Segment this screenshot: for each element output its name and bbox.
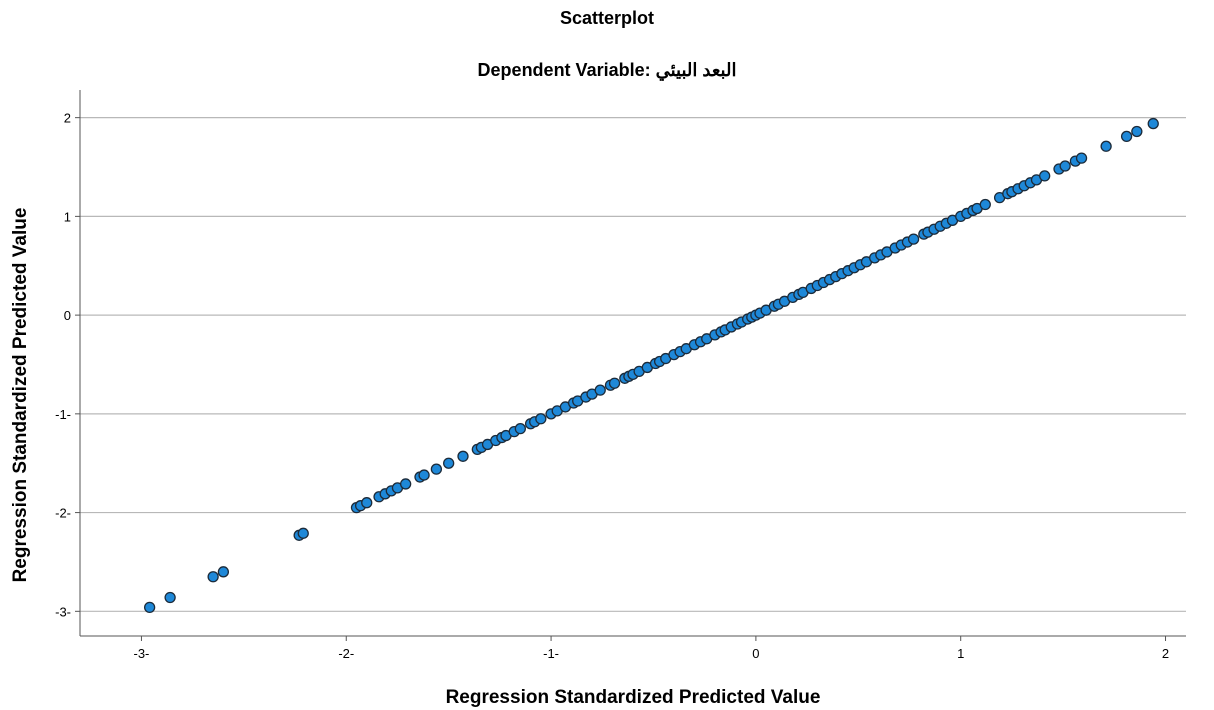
y-tick-label: 0 — [64, 308, 71, 323]
data-point — [297, 527, 309, 539]
data-point — [207, 571, 219, 583]
y-tick-label: 1 — [64, 209, 71, 224]
data-point — [217, 566, 230, 578]
data-point — [608, 377, 621, 389]
data-point — [514, 423, 527, 435]
grid-lines — [75, 117, 1186, 641]
y-tick-label: -2- — [55, 506, 71, 521]
y-tick-label: 2 — [64, 111, 71, 126]
x-tick-label: 0 — [752, 646, 759, 661]
data-point — [418, 469, 430, 481]
data-point — [143, 601, 156, 614]
x-tick-label: 2 — [1162, 646, 1169, 661]
y-axis-title: Regression Standardized Predicted Value — [10, 208, 31, 583]
axes — [79, 90, 1186, 637]
data-point — [443, 457, 455, 469]
data-point — [1147, 117, 1159, 130]
data-point — [1120, 130, 1133, 143]
data-point — [361, 497, 373, 509]
x-axis-title: Regression Standardized Predicted Value — [446, 687, 821, 708]
y-tick-label: -3- — [55, 604, 71, 619]
data-point — [457, 450, 469, 462]
x-tick-label: 1 — [957, 646, 964, 661]
data-point — [594, 384, 606, 396]
data-point — [1075, 152, 1088, 164]
data-points — [143, 117, 1159, 614]
data-point — [979, 198, 991, 211]
x-tick-labels: -3- -2- -1- 0 1 2 — [133, 646, 1169, 661]
data-point — [1100, 140, 1112, 152]
data-point — [535, 413, 547, 425]
x-tick-label: -2- — [338, 646, 354, 661]
y-tick-label: -1- — [55, 407, 71, 422]
data-point — [164, 591, 176, 604]
data-point — [400, 478, 412, 490]
data-point — [1039, 170, 1051, 182]
data-point — [1131, 125, 1143, 138]
data-point — [907, 233, 920, 245]
chart-subtitle: Dependent Variable: البعد البيئي — [477, 60, 737, 80]
x-tick-label: -1- — [543, 646, 559, 661]
y-tick-labels: -3- -2- -1- 0 1 2 — [55, 111, 71, 620]
chart-title: Scatterplot — [559, 8, 655, 28]
data-point — [430, 463, 443, 475]
data-point — [1059, 160, 1071, 172]
x-tick-label: -3- — [133, 646, 149, 661]
